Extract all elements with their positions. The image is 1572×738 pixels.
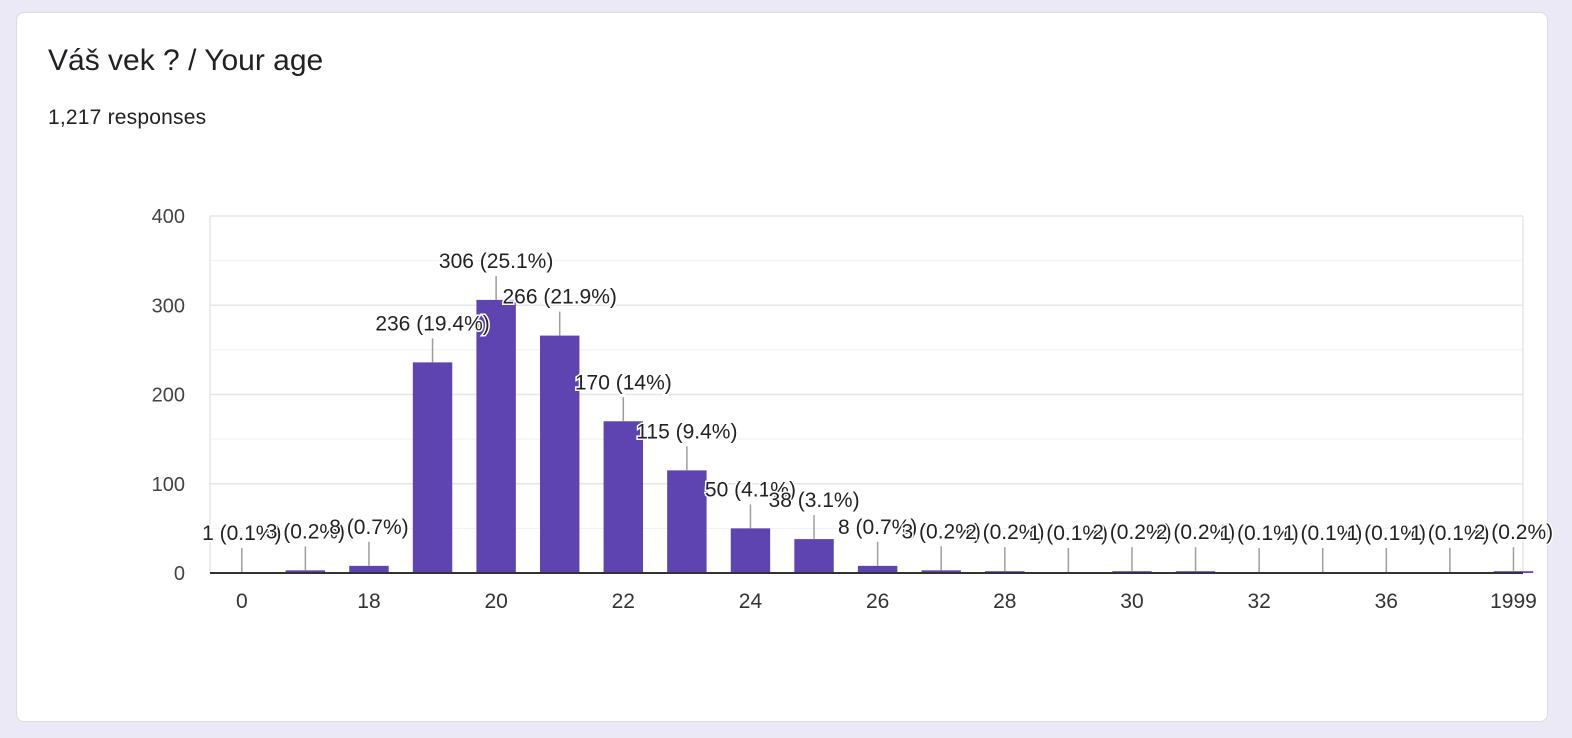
- x-tick-label: 26: [866, 590, 889, 613]
- y-tick-label: 200: [152, 385, 185, 407]
- question-card: [16, 12, 1548, 722]
- data-label: 8 (0.7%): [838, 516, 917, 539]
- y-tick-label: 0: [174, 563, 185, 585]
- x-tick-label: 24: [739, 590, 763, 613]
- question-title: Váš vek ? / Your age: [48, 44, 324, 77]
- bar: [921, 570, 961, 573]
- data-label: 170 (14%): [575, 371, 672, 394]
- data-label: 1 (0.1%): [1219, 522, 1298, 545]
- data-label: 1 (0.1%): [202, 522, 281, 545]
- y-tick-label: 400: [152, 206, 185, 228]
- data-label: 306 (25.1%): [439, 250, 553, 273]
- bar: [476, 299, 516, 573]
- x-tick-label: 1999: [1490, 590, 1537, 613]
- x-tick-label: 32: [1247, 590, 1270, 613]
- data-label: 2 (0.2%): [965, 521, 1044, 544]
- data-label: 8 (0.7%): [329, 516, 408, 539]
- data-label: 1 (0.1%): [1283, 522, 1362, 545]
- bar: [667, 470, 707, 573]
- bar: [412, 362, 453, 573]
- data-label: 38 (3.1%): [769, 489, 860, 512]
- data-label: 115 (9.4%): [636, 420, 737, 443]
- bar: [730, 528, 771, 573]
- data-label: 2 (0.2%): [1092, 521, 1171, 544]
- bar: [539, 335, 580, 573]
- x-tick-label: 22: [612, 590, 635, 613]
- data-label: 2 (0.2%): [1156, 521, 1235, 544]
- data-label: 2 (0.2%): [1474, 521, 1553, 544]
- x-tick-label: 36: [1375, 590, 1398, 613]
- y-tick-label: 100: [152, 474, 185, 496]
- y-tick-label: 300: [152, 295, 185, 317]
- data-label: 1 (0.1%): [1410, 522, 1489, 545]
- bar: [603, 421, 644, 573]
- data-label: 266 (21.9%): [503, 286, 617, 309]
- x-tick-label: 0: [236, 590, 248, 613]
- data-label: 3 (0.2%): [902, 520, 981, 543]
- bar: [857, 565, 898, 573]
- x-tick-label: 18: [357, 590, 380, 613]
- bar: [285, 570, 326, 573]
- data-label: 1 (0.1%): [1029, 522, 1108, 545]
- data-label: 236 (19.4%): [375, 312, 489, 335]
- x-tick-label: 28: [993, 590, 1016, 613]
- x-tick-label: 30: [1120, 590, 1143, 613]
- data-label: 1 (0.1%): [1347, 522, 1426, 545]
- x-tick-label: 20: [484, 590, 507, 613]
- bar: [349, 565, 389, 573]
- response-count: 1,217 responses: [48, 106, 207, 129]
- data-label: 50 (4.1%): [705, 478, 796, 501]
- data-label: 3 (0.2%): [266, 520, 345, 543]
- bar: [794, 539, 834, 573]
